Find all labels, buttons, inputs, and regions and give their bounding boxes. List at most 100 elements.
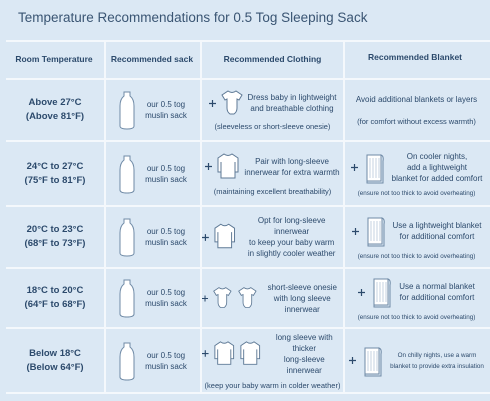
icon [220,90,243,115]
sack-cell: our 0.5 tog muslin sack [106,269,200,327]
clothing-text: Opt for long-sleeve innerwear to keep you… [240,215,343,259]
icon-part [202,294,209,302]
header-clothing: Recommended Clothing [223,54,322,64]
blanket-row: Use a normal blanket for additional comfo… [358,275,475,309]
icon-part [119,155,135,194]
icon-part [369,157,380,178]
sack-text: our 0.5 tog muslin sack [145,226,187,248]
icon [213,287,232,308]
icon [202,350,209,357]
blanket-line: On cooler nights, [406,152,468,161]
icon [202,233,209,241]
icon-part [237,287,257,308]
sack-line: our 0.5 tog [146,350,186,360]
icon-part [205,163,213,170]
blanket-line: Use a normal blanket [399,282,475,291]
temperature: 20°C to 23°C [26,224,84,235]
icon-part [202,350,209,357]
clothing-row: Dress baby in lightweight and breathable … [208,89,337,117]
icon [366,153,384,183]
icon [119,342,135,381]
sack-row: our 0.5 tog muslin sack [119,278,187,318]
icon [351,227,359,235]
temperature: (64°F to 68°F) [24,299,86,310]
sack-line: muslin sack [145,174,187,184]
blanket-row: Avoid additional blankets or layers [356,94,477,105]
temperature-cell: 20°C to 23°C (68°F to 73°F) [6,207,104,267]
blanket-cell: Use a normal blanket for additional comfo… [345,269,488,327]
icon [205,163,213,170]
sack-line: our 0.5 tog [146,288,186,297]
sack-line: muslin sack [145,299,187,308]
icon-part [213,340,234,365]
blanket-row: Use a lightweight blanket for additional … [351,214,482,248]
grid-line [343,40,345,392]
icon [373,278,391,308]
clothing-row: Pair with long-sleeve innerwear for extra… [205,152,340,182]
clothing-cell: long sleeve with thicker long-sleeve inne… [202,329,343,392]
clothing-row: Opt for long-sleeve innerwear to keep you… [202,215,343,259]
icon-part [366,153,384,183]
icon-part [119,342,135,381]
sack-text: our 0.5 tog muslin sack [145,287,187,309]
sack-line: our 0.5 tog [146,163,186,173]
blanket-text: Use a normal blanket for additional comfo… [399,281,475,303]
icon-part [370,221,380,241]
icon [202,294,209,302]
temperature: Below 18°C [29,347,81,359]
sack-row: our 0.5 tog muslin sack [119,217,187,257]
grid-line [6,205,490,207]
icon [208,99,216,107]
icon [217,152,239,178]
blanket-line: Avoid additional blankets or layers [355,95,478,104]
icon-part [349,357,357,364]
title: Temperature Recommendations for 0.5 Tog … [18,10,368,25]
clothing-line: in slightly cooler weather [247,249,336,258]
clothing-note: (sleeveless or short-sleeve onesie) [214,122,331,131]
sack-row: our 0.5 tog muslin sack [119,90,187,130]
icon-part [119,218,135,257]
blanket-text: Use a lightweight blanket for additional … [393,220,482,242]
grid-line [104,40,106,392]
temperature-cell: Below 18°C (Below 64°F) [6,329,104,392]
temperature-cell: 18°C to 20°C (64°F to 68°F) [6,269,104,327]
sack-cell: our 0.5 tog muslin sack [106,329,200,392]
blanket-cell: On cooler nights, add a lightweight blanke… [345,142,488,205]
clothing-text: Pair with long-sleeve innerwear for extra… [244,156,339,178]
sack-row: our 0.5 tog muslin sack [119,154,187,194]
icon [349,357,357,364]
grid-line [6,267,490,269]
clothing-line: Dress baby in lightweight [247,93,337,102]
clothing-line: to keep your baby warm [248,238,335,247]
temperature: (Below 64°F) [26,361,84,373]
icon [240,340,261,365]
temperature: (68°F to 73°F) [24,238,86,249]
blanket-cell: Avoid additional blankets or layers (for … [345,80,488,140]
icon [364,346,382,376]
sack-row: our 0.5 tog muslin sack [119,341,187,381]
clothing-row: short-sleeve onesie with long sleeve inne… [202,282,343,315]
icon [237,287,257,308]
blanket-note: (ensure not too thick to avoid overheati… [357,253,476,260]
clothing-line: Pair with long-sleeve [255,156,329,166]
sack-line: our 0.5 tog [146,227,186,236]
icon-part [202,233,209,241]
clothing-line: Opt for long-sleeve innerwear [257,216,326,236]
blanket-line: for additional comfort [399,293,475,302]
header-blanket: Recommended Blanket [368,52,462,62]
icon-part [364,346,382,376]
sack-line: muslin sack [145,238,187,247]
clothing-line: and breathable clothing [250,104,334,113]
clothing-text: short-sleeve onesie with long sleeve inne… [262,282,343,315]
icon [119,279,135,318]
icon-part [214,223,235,249]
sack-line: our 0.5 tog [146,100,186,109]
grid-line [6,40,490,42]
icon [213,340,234,365]
grid-line [200,40,202,392]
blanket-note: (for comfort without excess warmth) [357,117,476,126]
icon-part [373,278,391,308]
clothing-row: long sleeve with thicker long-sleeve inne… [202,332,343,376]
temperature: 24°C to 27°C [26,160,84,172]
blanket-cell: Use a lightweight blanket for additional … [345,207,488,267]
